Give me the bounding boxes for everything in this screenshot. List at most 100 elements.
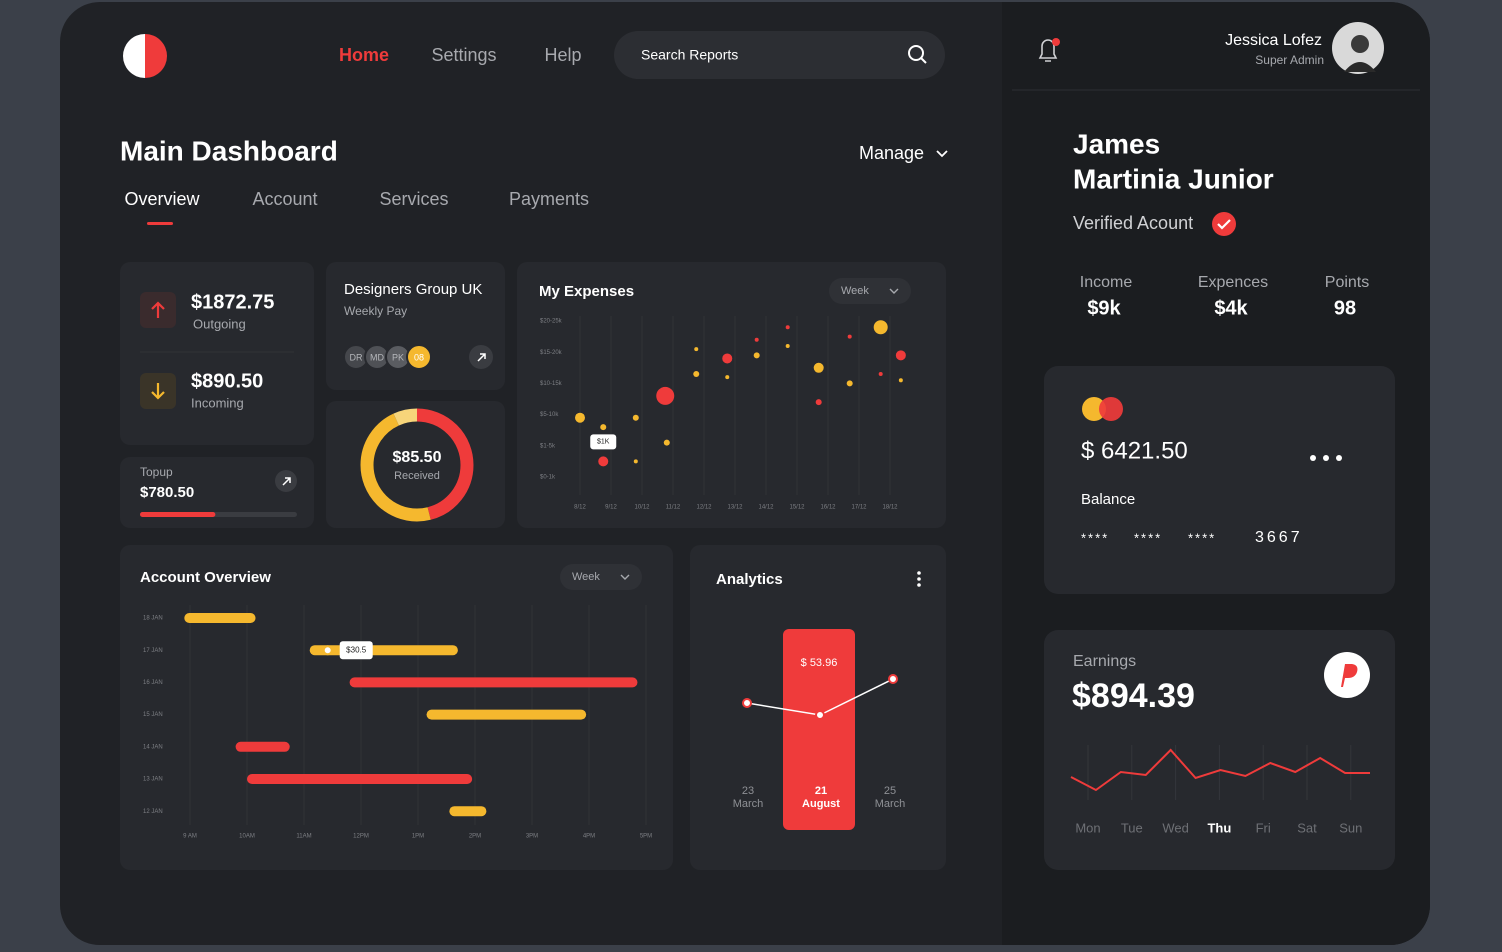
card-number: ****	[1134, 530, 1162, 545]
x-tick-label: 14/12	[758, 505, 774, 511]
tab[interactable]: Account	[252, 189, 317, 209]
day-label: Wed	[1162, 820, 1189, 835]
row-label: 18 JAN	[143, 616, 163, 622]
arrow-down	[151, 383, 165, 400]
row-label: 17 JAN	[143, 648, 163, 654]
day-label: Tue	[1121, 820, 1143, 835]
member-avatar	[406, 344, 432, 370]
tab[interactable]: Payments	[509, 189, 589, 209]
nav-link[interactable]: Help	[544, 45, 581, 65]
nav-link[interactable]: Settings	[431, 45, 496, 65]
chevron	[889, 288, 899, 294]
tab[interactable]: Overview	[124, 189, 200, 209]
day-label: Sat	[1297, 820, 1317, 835]
profile-name: James	[1073, 128, 1160, 159]
scatter-point	[846, 380, 853, 387]
arrow-up	[151, 301, 165, 318]
search-box[interactable]	[614, 31, 945, 79]
scatter-point	[873, 320, 888, 335]
day-label: Mon	[1075, 820, 1100, 835]
scatter-point	[898, 378, 903, 383]
x-tick-label: 17/12	[851, 505, 867, 511]
period-select[interactable]	[560, 564, 642, 590]
gantt-bar	[184, 613, 256, 623]
card-logo	[1082, 397, 1106, 421]
more-menu[interactable]	[917, 571, 921, 587]
analytics-point	[888, 674, 898, 684]
search-icon[interactable]	[908, 45, 927, 64]
earnings-label: Earnings	[1073, 653, 1136, 670]
x-tick-label: 3PM	[526, 834, 538, 840]
chevron	[936, 150, 948, 158]
date-day: 21	[815, 785, 827, 797]
y-tick-label: $20-25k	[540, 319, 563, 325]
received-label: Received	[394, 470, 440, 482]
stat-value: $9k	[1087, 297, 1121, 319]
earnings-line	[1070, 748, 1370, 792]
scatter-point	[754, 337, 759, 342]
x-tick-label: 10AM	[239, 834, 255, 840]
scatter-point	[785, 325, 790, 330]
period-select[interactable]	[829, 278, 911, 304]
card-balance-label: Balance	[1081, 491, 1135, 508]
x-tick-label: 12/12	[696, 505, 712, 511]
day-label: Thu	[1207, 820, 1231, 835]
notification-bell[interactable]	[1038, 38, 1060, 62]
card-title: Analytics	[716, 571, 783, 588]
card-menu[interactable]	[1310, 455, 1342, 461]
card-logo	[1099, 397, 1123, 421]
card-number: 3667	[1255, 529, 1303, 546]
topup-label: Topup	[140, 465, 173, 479]
tooltip-text: $30.5	[346, 645, 367, 654]
member-initials: MD	[370, 352, 384, 362]
donut-segment	[360, 408, 474, 522]
earnings-amount: $894.39	[1072, 677, 1195, 715]
logo[interactable]	[123, 34, 167, 78]
scatter-point	[815, 399, 822, 406]
day-label: Sun	[1339, 820, 1362, 835]
y-tick-label: $10-15k	[540, 381, 563, 387]
x-tick-label: 5PM	[640, 834, 652, 840]
row-label: 12 JAN	[143, 809, 163, 815]
gantt-bar	[349, 677, 638, 688]
scatter-point	[722, 353, 733, 364]
progress-fill	[140, 512, 216, 517]
scatter-point	[785, 343, 790, 348]
nav-link[interactable]: Home	[339, 45, 389, 65]
cards	[120, 262, 1395, 870]
stat-value: $4k	[1214, 297, 1248, 319]
scatter-point	[575, 412, 585, 423]
chevron	[620, 574, 630, 580]
scatter-point	[847, 334, 852, 339]
y-tick-label: $0-1k	[540, 475, 556, 481]
card-number: ****	[1081, 530, 1109, 545]
scatter-point	[725, 375, 730, 380]
period-label: Week	[841, 285, 869, 297]
x-tick-label: 8/12	[574, 505, 586, 511]
analytics-point	[742, 698, 752, 708]
logo-left	[123, 34, 145, 78]
logo-right	[145, 34, 167, 78]
x-tick-label: 12PM	[353, 834, 369, 840]
scatter-point	[753, 352, 760, 359]
tab[interactable]: Services	[379, 189, 448, 209]
row-label: 15 JAN	[143, 712, 163, 718]
check-icon	[1217, 219, 1231, 230]
outgoing-amount: $1872.75	[191, 291, 274, 313]
outgoing-label: Outgoing	[193, 316, 246, 331]
manage-menu[interactable]: Manage	[859, 143, 924, 163]
analytics-point	[815, 710, 825, 720]
scatter-point	[895, 350, 906, 361]
incoming-label: Incoming	[191, 395, 244, 410]
avatar[interactable]	[1332, 22, 1384, 74]
arrow-icon	[477, 353, 486, 362]
gantt-bar	[235, 741, 290, 752]
stat-label: Points	[1325, 274, 1369, 291]
profile-name: Martinia Junior	[1073, 163, 1274, 194]
x-tick-label: 11/12	[666, 505, 681, 511]
x-tick-label: 18/12	[882, 505, 898, 511]
group-title: Designers Group UK	[344, 281, 482, 298]
y-tick-label: $1-5k	[540, 443, 556, 449]
card-title: My Expenses	[539, 283, 634, 300]
